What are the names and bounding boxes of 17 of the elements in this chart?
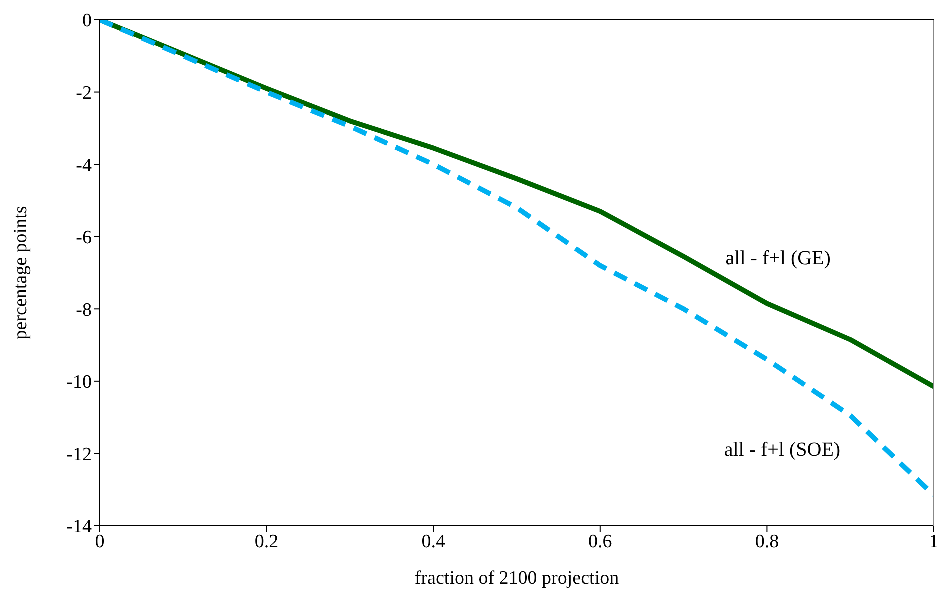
series-label: all - f+l (SOE) bbox=[724, 438, 841, 461]
y-tick-label: -8 bbox=[76, 300, 92, 321]
x-tick-label: 0.6 bbox=[588, 531, 612, 552]
x-tick-label: 0.4 bbox=[422, 531, 446, 552]
y-tick-label: 0 bbox=[82, 10, 92, 32]
y-axis-title: percentage points bbox=[10, 206, 32, 340]
x-tick-label: 0.2 bbox=[254, 531, 279, 552]
series-label: all - f+l (GE) bbox=[726, 248, 831, 270]
x-axis-title: fraction of 2100 projection bbox=[414, 568, 620, 589]
y-tick-label: -12 bbox=[66, 444, 92, 466]
x-tick-label: 0.8 bbox=[755, 531, 780, 552]
y-tick-label: -2 bbox=[76, 83, 92, 104]
x-tick-label: 1 bbox=[929, 531, 939, 552]
y-tick-label: -4 bbox=[76, 155, 92, 176]
y-tick-label: -14 bbox=[66, 516, 92, 538]
y-tick-label: -6 bbox=[76, 228, 92, 249]
y-tick-label: -10 bbox=[66, 372, 92, 394]
